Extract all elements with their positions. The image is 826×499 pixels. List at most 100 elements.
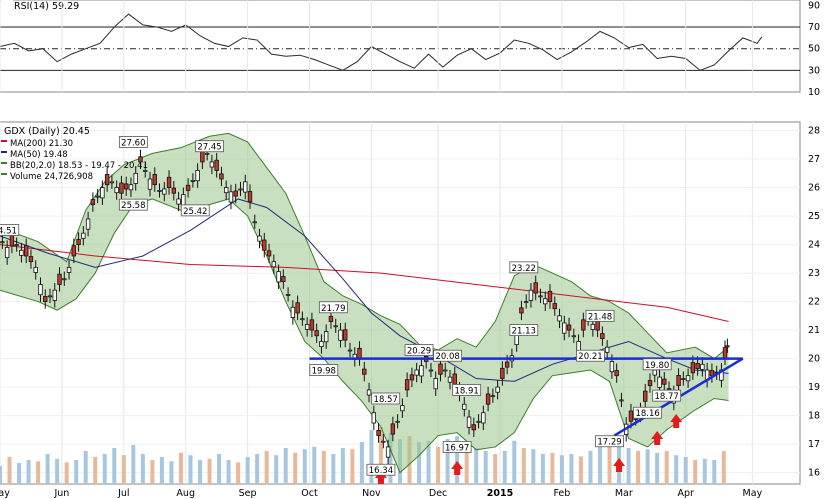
- x-tick-label: Apr: [677, 488, 694, 499]
- candle-body: [14, 244, 19, 246]
- candle-body: [685, 375, 691, 382]
- rsi-line-group: [0, 13, 763, 71]
- price-label: 23.22: [509, 261, 539, 274]
- candle-body: [152, 174, 157, 186]
- price-label-box: [652, 389, 682, 402]
- red-arrows: [374, 414, 683, 484]
- candle-body: [133, 172, 138, 184]
- candle-body: [171, 187, 177, 194]
- volume-bar: [255, 454, 260, 484]
- volume-bar: [598, 446, 602, 484]
- candle-body: [404, 379, 410, 391]
- candle-body: [662, 378, 667, 385]
- volume-bar: [559, 455, 564, 484]
- candle-body: [57, 273, 62, 285]
- candle-body: [371, 412, 377, 424]
- volume-bar: [131, 445, 136, 484]
- price-label-text: 18.57: [374, 395, 398, 405]
- candle-body: [419, 365, 424, 377]
- candle-body: [676, 374, 681, 387]
- price-label-box: [366, 463, 396, 476]
- candle-body: [181, 194, 186, 206]
- volume-bar: [64, 462, 69, 484]
- legend-swatch: [1, 151, 7, 153]
- candle-body: [252, 221, 257, 224]
- candle-body: [290, 306, 296, 318]
- price-label-text: 25.42: [183, 207, 207, 217]
- price-label: 24.51: [0, 224, 20, 237]
- candle-body: [571, 335, 577, 338]
- candle-body: [376, 430, 381, 436]
- rsi-line: [0, 13, 763, 71]
- red-arrow-icon: [670, 414, 683, 428]
- volume-bar: [645, 449, 650, 484]
- candle-body: [4, 247, 10, 259]
- candle-body: [204, 152, 210, 155]
- candle-body: [538, 295, 543, 298]
- candle-body: [466, 416, 472, 428]
- candle-body: [566, 324, 572, 331]
- candle-body: [238, 188, 243, 191]
- candle-body: [28, 256, 34, 263]
- candle-body: [76, 239, 81, 245]
- candle-body: [319, 341, 324, 348]
- candle-body: [347, 349, 353, 352]
- candle-body: [695, 363, 700, 369]
- volume-bar: [236, 462, 241, 484]
- volume-bar: [55, 458, 60, 484]
- volume-bar: [102, 454, 107, 484]
- price-label: 18.91: [452, 384, 482, 396]
- volume-bars: [0, 427, 726, 484]
- price-y-tick-24: 24: [808, 240, 820, 251]
- candle-body: [23, 245, 29, 257]
- price-label-text: 20.08: [435, 352, 459, 362]
- price-label: 21.13: [509, 324, 539, 337]
- x-axis: May Jun Jul Aug Sep Oct Nov Dec 2015 Feb Mar Apr May: [0, 488, 763, 499]
- candle-body: [547, 290, 553, 302]
- volume-bar: [264, 451, 269, 484]
- volume-bar: [436, 446, 441, 484]
- volume-bar: [445, 439, 450, 484]
- ma50-line: [0, 198, 729, 382]
- price-y-tick-25: 25: [808, 211, 820, 222]
- candle-body: [471, 424, 477, 431]
- volume-bar: [283, 448, 288, 484]
- candle-body: [500, 367, 505, 379]
- price-label: 18.77: [652, 389, 682, 402]
- volume-bar: [502, 451, 507, 484]
- rsi-y-tick-50: 50: [808, 44, 820, 55]
- volume-bar: [17, 463, 22, 484]
- price-y-tick-26: 26: [808, 183, 820, 194]
- moving-averages: [0, 198, 729, 382]
- price-label: 21.48: [585, 309, 615, 322]
- price-label-text: 23.22: [512, 264, 536, 274]
- volume-bar: [540, 454, 545, 484]
- x-tick-label: Feb: [553, 488, 570, 499]
- price-label-box: [318, 301, 348, 314]
- volume-bar: [83, 451, 88, 484]
- candle-body: [462, 403, 467, 410]
- candle-body: [657, 376, 662, 388]
- volume-bar: [636, 451, 641, 484]
- price-label-box: [576, 349, 605, 362]
- volume-bar: [302, 449, 307, 484]
- candle-body: [681, 378, 686, 380]
- volume-bar: [588, 451, 593, 484]
- candle-body: [176, 198, 181, 205]
- x-tick-label: May: [0, 488, 10, 499]
- volume-bar: [159, 457, 164, 484]
- candle-body: [700, 363, 705, 370]
- candle-body: [285, 294, 291, 296]
- candle-body: [495, 386, 500, 393]
- volume-bar: [369, 430, 374, 484]
- price-label: 18.57: [371, 392, 401, 405]
- price-label-box: [509, 324, 539, 336]
- price-label: 27.60: [118, 136, 148, 148]
- legend-label: MA(50) 19.48: [10, 150, 68, 160]
- candle-body: [295, 302, 300, 314]
- volume-bar: [45, 454, 50, 484]
- price-label-box: [371, 392, 401, 405]
- candle-body: [557, 315, 562, 322]
